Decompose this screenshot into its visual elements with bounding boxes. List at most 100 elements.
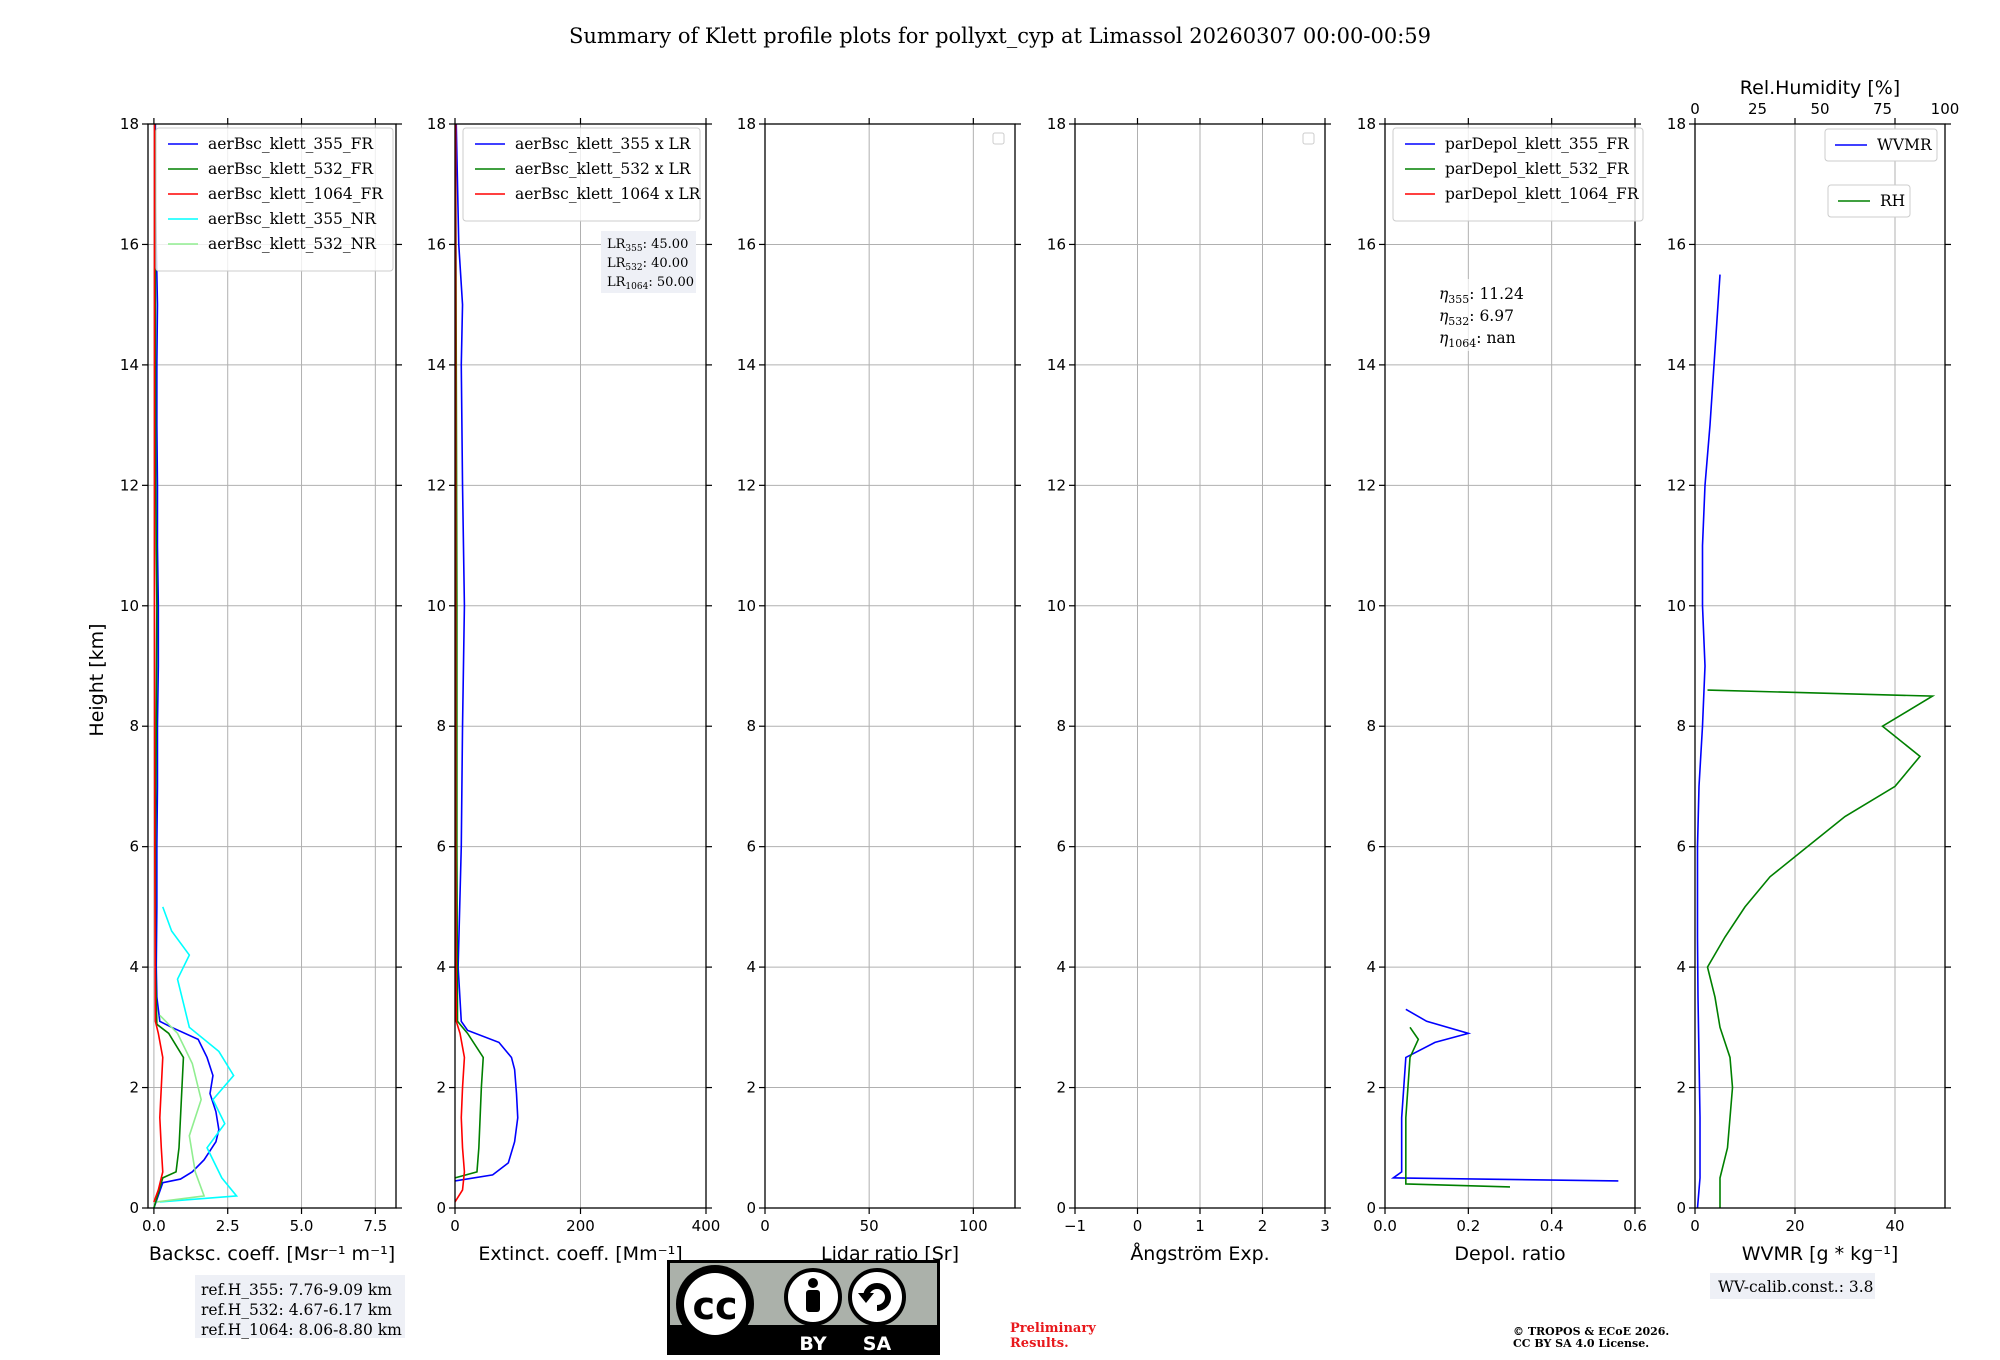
y-tick-label: 12: [737, 476, 756, 494]
top-axis-label: Rel.Humidity [%]: [1740, 77, 1900, 99]
y-tick-label: 18: [120, 115, 139, 133]
eta-box: [1435, 279, 1538, 351]
top-tick-label: 75: [1873, 100, 1892, 118]
sa-icon: [848, 1268, 906, 1326]
y-tick-label: 6: [1056, 838, 1066, 856]
eta-line: η355: 11.24: [1439, 285, 1524, 306]
legend-wvmr-box: [1824, 128, 1938, 162]
cc-letters: cc: [692, 1284, 737, 1328]
legend-box: [1392, 127, 1644, 222]
y-tick-label: 14: [1667, 356, 1686, 374]
wv-calib-text: WV-calib.const.: 3.8: [1718, 1278, 1874, 1296]
y-tick-label: 8: [129, 717, 139, 735]
lr-line: LR532: 40.00: [607, 256, 688, 273]
legend-label: aerBsc_klett_532_FR: [208, 160, 374, 178]
copyright-line-2: CC BY SA 4.0 License.: [1513, 1337, 1649, 1350]
lr-line: LR355: 45.00: [607, 237, 688, 254]
legend-label: parDepol_klett_1064_FR: [1445, 185, 1640, 203]
axes-frame: [1384, 123, 1636, 1209]
y-tick-label: 4: [1056, 958, 1066, 976]
y-tick-label: 14: [1357, 356, 1376, 374]
y-tick-label: 14: [427, 356, 446, 374]
y-tick-label: 2: [1056, 1079, 1066, 1097]
ref-height-532: ref.H_532: 4.67-6.17 km: [201, 1301, 392, 1319]
x-tick-label: 1: [1195, 1217, 1205, 1235]
legend-label: aerBsc_klett_355 x LR: [515, 135, 692, 153]
series-aerbsc-klett-355-fr: [153, 124, 220, 1209]
y-tick-label: 12: [120, 476, 139, 494]
series-wvmr: [1696, 274, 1721, 1209]
y-tick-label: 12: [1667, 476, 1686, 494]
x-tick-label: 0.6: [1623, 1217, 1647, 1235]
ref-height-355: ref.H_355: 7.76-9.09 km: [201, 1281, 392, 1299]
legend-label: aerBsc_klett_532_NR: [208, 235, 377, 253]
y-tick-label: 12: [1357, 476, 1376, 494]
y-tick-label: 8: [1676, 717, 1686, 735]
legend-label: aerBsc_klett_1064 x LR: [515, 185, 702, 203]
y-tick-label: 16: [737, 235, 756, 253]
eta-line: η1064: nan: [1439, 329, 1516, 350]
legend-box: [462, 127, 701, 222]
y-tick-label: 0: [436, 1199, 446, 1217]
series-pardepol-klett-532-fr: [1405, 1026, 1511, 1188]
y-tick-label: 12: [1047, 476, 1066, 494]
y-tick-label: 0: [1056, 1199, 1066, 1217]
series-aerbsc-klett-355-nr: [159, 906, 239, 1203]
x-tick-label: 20: [1785, 1217, 1804, 1235]
legend-label: aerBsc_klett_355_FR: [208, 135, 374, 153]
y-tick-label: 8: [746, 717, 756, 735]
x-axis-label: Depol. ratio: [1454, 1243, 1565, 1265]
legend-wvmr-label: WVMR: [1877, 136, 1933, 154]
axes-frame: [147, 123, 397, 1209]
axes-frame: [764, 123, 1016, 1209]
x-tick-label: 40: [1885, 1217, 1904, 1235]
by-icon-head: [808, 1278, 818, 1288]
y-tick-label: 0: [1366, 1199, 1376, 1217]
legend-label: aerBsc_klett_532 x LR: [515, 160, 692, 178]
ref-height-box: ref.H_355: 7.76-9.09 km ref.H_532: 4.67-…: [195, 1275, 405, 1339]
panel-extinction: 0 2 4 6 8 10 12 14 16 18 0 200 400 Extinct. coeff. [M…: [427, 115, 720, 1265]
x-axis-label: Extinct. coeff. [Mm⁻¹]: [478, 1243, 682, 1265]
y-tick-label: 8: [1056, 717, 1066, 735]
y-tick-label: 12: [427, 476, 446, 494]
axes-frame: [1694, 123, 1946, 1209]
x-tick-label: 0: [1133, 1217, 1143, 1235]
y-tick-label: 10: [1047, 597, 1066, 615]
y-tick-label: 16: [427, 235, 446, 253]
y-tick-label: 8: [1366, 717, 1376, 735]
x-tick-label: 0: [1690, 1217, 1700, 1235]
empty-legend-box: [1302, 132, 1315, 145]
y-tick-label: 16: [120, 235, 139, 253]
y-tick-label: 2: [129, 1079, 139, 1097]
y-tick-label: 0: [746, 1199, 756, 1217]
y-tick-label: 2: [1366, 1079, 1376, 1097]
lr-box: [601, 231, 696, 293]
y-tick-label: 14: [737, 356, 756, 374]
top-tick-label: 25: [1748, 100, 1767, 118]
y-tick-label: 6: [1676, 838, 1686, 856]
legend-label: aerBsc_klett_1064_FR: [208, 185, 384, 203]
series-aerbsc-klett-1064-fr: [153, 124, 164, 1203]
y-tick-label: 18: [1357, 115, 1376, 133]
x-axis-label: WVMR [g * kg⁻¹]: [1742, 1243, 1899, 1265]
y-tick-label: 4: [746, 958, 756, 976]
y-tick-label: 2: [746, 1079, 756, 1097]
ref-box-bg: [195, 1275, 405, 1338]
y-tick-label: 0: [129, 1199, 139, 1217]
y-tick-label: 6: [129, 838, 139, 856]
y-axis-label: Height [km]: [86, 623, 108, 736]
y-tick-label: 4: [1366, 958, 1376, 976]
y-tick-label: 18: [427, 115, 446, 133]
x-tick-label: −1: [1064, 1217, 1086, 1235]
panel-depol: 0 2 4 6 8 10 12 14 16 18 0.0 0.2 0.4 0.6 Depol. ratio p…: [1357, 115, 1647, 1265]
series-aerbsc-klett-355-x-lr: [454, 123, 519, 1182]
x-tick-label: 0.2: [1456, 1217, 1480, 1235]
panel-backscatter: 0 2 4 6 8 10 12 14 16 18 0.0 2.5 5.0 7.5 Backsc. coeff…: [120, 115, 402, 1265]
eta-line: η532: 6.97: [1439, 307, 1514, 328]
legend-rh-label: RH: [1880, 192, 1905, 210]
y-tick-label: 2: [436, 1079, 446, 1097]
badge-sa-label: SA: [863, 1333, 892, 1355]
